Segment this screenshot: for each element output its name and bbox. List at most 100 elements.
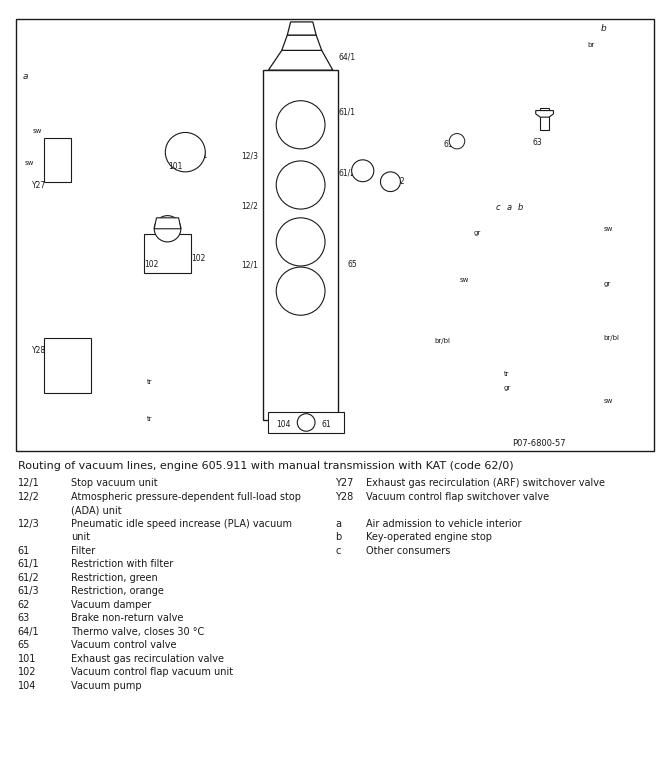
Circle shape [276,161,325,209]
Text: Restriction with filter: Restriction with filter [71,559,174,569]
Text: c: c [496,204,500,212]
Text: Y27: Y27 [335,478,353,488]
Polygon shape [269,51,333,70]
Text: sw: sw [459,277,468,283]
Text: a: a [22,72,27,81]
Circle shape [449,134,465,149]
Text: Brake non-return valve: Brake non-return valve [71,613,184,623]
Text: 64/1: 64/1 [338,52,356,61]
Text: Stop vacuum unit: Stop vacuum unit [71,478,157,488]
Text: 104: 104 [276,420,291,429]
Circle shape [165,132,205,172]
Polygon shape [282,35,322,51]
Text: 62: 62 [396,177,405,186]
Text: 61/2: 61/2 [18,573,40,583]
Text: b: b [601,24,607,33]
Bar [263,70,338,420]
Text: Y27: Y27 [32,181,46,190]
Polygon shape [154,218,181,229]
Text: 64/1: 64/1 [18,627,40,637]
Text: gr: gr [504,385,511,391]
Text: 63: 63 [18,613,30,623]
Circle shape [352,160,374,182]
Text: sw: sw [32,127,42,134]
Text: 102: 102 [18,667,36,677]
Text: Thermo valve, closes 30 °C: Thermo valve, closes 30 °C [71,627,204,637]
Text: 61: 61 [322,420,332,429]
Polygon shape [287,22,316,35]
Text: a: a [507,204,512,212]
Circle shape [297,414,315,432]
Text: 63: 63 [533,137,542,147]
Text: b: b [518,204,523,212]
Text: 12/1: 12/1 [241,260,257,270]
Text: P07-6800-57: P07-6800-57 [513,439,566,448]
Bar [44,138,71,182]
Text: Restriction, green: Restriction, green [71,573,158,583]
Text: 101: 101 [193,151,208,160]
Text: 61: 61 [18,545,30,555]
Text: 61/3: 61/3 [18,586,40,596]
Text: 12/2: 12/2 [18,492,40,502]
Text: gr: gr [604,281,610,286]
Bar [269,412,344,433]
Text: br/bl: br/bl [435,338,451,344]
Text: Other consumers: Other consumers [366,545,450,555]
Text: 65: 65 [18,640,30,650]
Circle shape [276,101,325,149]
Text: 61/3: 61/3 [444,140,461,149]
Text: br: br [588,42,595,48]
Text: 12/3: 12/3 [18,518,40,528]
Bar [44,338,91,393]
Circle shape [381,172,401,191]
Text: a: a [335,518,341,528]
Text: Pneumatic idle speed increase (PLA) vacuum: Pneumatic idle speed increase (PLA) vacu… [71,518,292,528]
Text: Atmospheric pressure-dependent full-load stop: Atmospheric pressure-dependent full-load… [71,492,301,502]
Text: Vacuum control flap switchover valve: Vacuum control flap switchover valve [366,492,549,502]
Text: Vacuum damper: Vacuum damper [71,600,151,610]
Polygon shape [536,111,553,118]
Text: 12/1: 12/1 [18,478,40,488]
Text: Vacuum control valve: Vacuum control valve [71,640,177,650]
Text: 61/1: 61/1 [338,107,355,116]
Text: gr: gr [474,230,481,237]
Text: Air admission to vehicle interior: Air admission to vehicle interior [366,518,521,528]
Text: Vacuum control flap vacuum unit: Vacuum control flap vacuum unit [71,667,233,677]
Text: (ADA) unit: (ADA) unit [71,505,122,515]
Text: Filter: Filter [71,545,95,555]
Text: unit: unit [71,532,90,542]
Text: 61/2: 61/2 [338,168,355,177]
Text: 104: 104 [18,680,36,690]
Text: Y28: Y28 [335,492,353,502]
Text: tr: tr [147,379,152,386]
Text: 102: 102 [191,253,205,263]
Text: 101: 101 [18,654,36,664]
Text: Restriction, orange: Restriction, orange [71,586,164,596]
Text: b: b [335,532,341,542]
Text: 62: 62 [18,600,30,610]
Text: Key-operated engine stop: Key-operated engine stop [366,532,492,542]
Text: Y28: Y28 [32,346,46,355]
Text: tr: tr [504,370,509,376]
Circle shape [276,218,325,266]
Text: c: c [335,545,340,555]
Text: Exhaust gas recirculation valve: Exhaust gas recirculation valve [71,654,224,664]
Text: Routing of vacuum lines, engine 605.911 with manual transmission with KAT (code : Routing of vacuum lines, engine 605.911 … [18,461,513,471]
Text: sw: sw [25,161,34,167]
Text: 102: 102 [144,260,159,270]
Text: 101: 101 [169,162,183,170]
Text: 61/1: 61/1 [18,559,40,569]
Text: Vacuum pump: Vacuum pump [71,680,141,690]
Text: tr: tr [147,416,152,422]
Circle shape [154,216,181,242]
Circle shape [276,267,325,315]
Text: 65: 65 [347,260,357,270]
Text: 12/3: 12/3 [241,152,258,161]
Text: sw: sw [604,226,613,232]
Text: br/bl: br/bl [604,336,619,342]
Text: Exhaust gas recirculation (ARF) switchover valve: Exhaust gas recirculation (ARF) switchov… [366,478,605,488]
Bar [540,108,549,131]
Text: sw: sw [604,398,613,404]
Text: 12/2: 12/2 [241,201,257,210]
Bar [144,234,191,273]
